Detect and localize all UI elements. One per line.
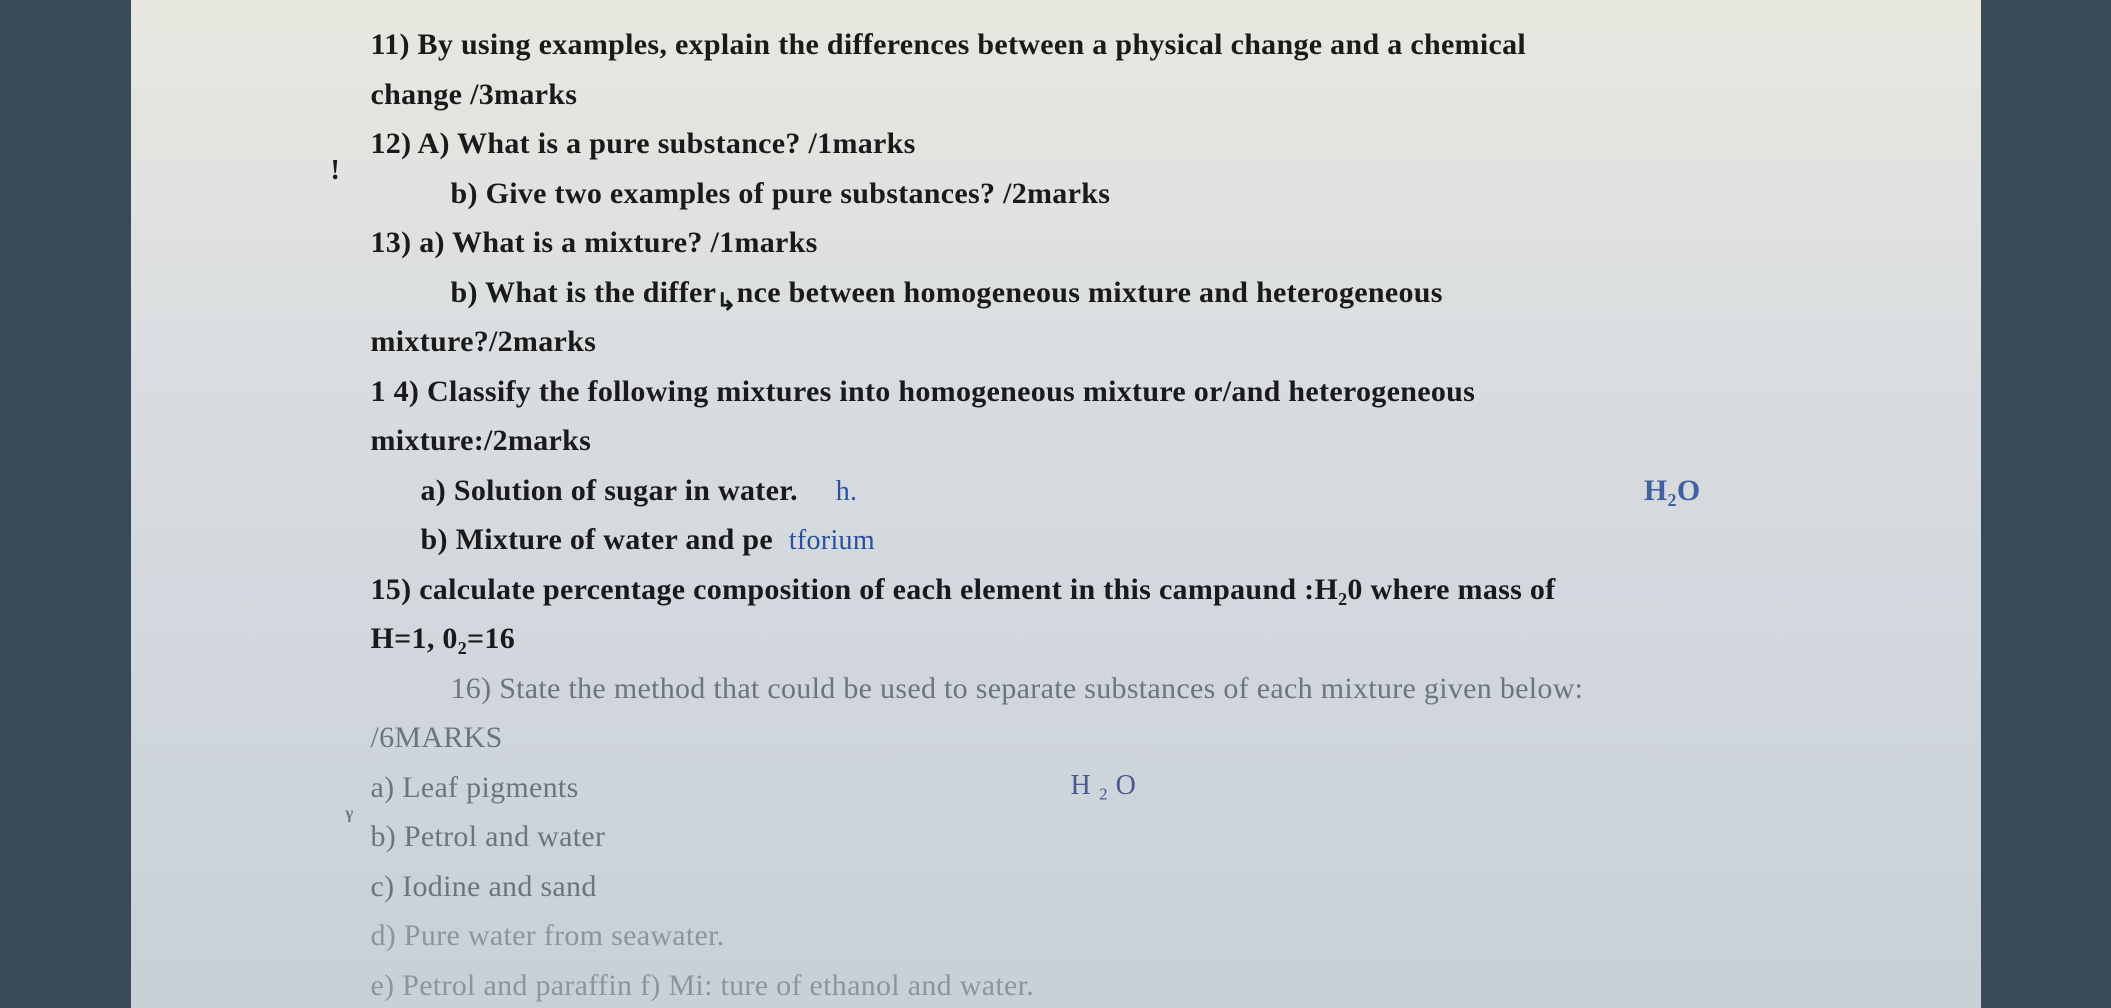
q14-line1: 1 4) Classify the following mixtures int… bbox=[371, 367, 1901, 417]
q13-b-part2: nce between homogeneous mixture and hete… bbox=[737, 276, 1443, 309]
q14-b: b) Mixture of water and pe tforium bbox=[371, 515, 1901, 565]
q16-e: e) Petrol and paraffin f) Mi: ture of et… bbox=[371, 961, 1901, 1008]
margin-mark-2: ᵧ bbox=[346, 792, 354, 824]
q16-line1: 16) State the method that could be used … bbox=[371, 664, 1901, 714]
margin-mark-1: ! bbox=[331, 155, 340, 187]
q16-c: c) Iodine and sand bbox=[371, 862, 1901, 912]
q12-a: 12) A) What is a pure substance? /1marks bbox=[371, 119, 1901, 169]
q14-b-handwriting: tforium bbox=[789, 525, 875, 556]
q14-a-text: a) Solution of sugar in water. bbox=[421, 474, 798, 507]
q14-line2: mixture:/2marks bbox=[371, 416, 1901, 466]
q15-line2: H=1, 0₂=16 bbox=[371, 614, 1901, 664]
q16-b: b) Petrol and water bbox=[371, 812, 1901, 862]
q16-marks: /6MARKS bbox=[371, 713, 1901, 763]
q16-a: a) Leaf pigments H ₂ O bbox=[371, 763, 1901, 813]
q16-d: d) Pure water from seawater. bbox=[371, 911, 1901, 961]
q14-b-text: b) Mixture of water and pe bbox=[421, 523, 774, 556]
q15-line1: 15) calculate percentage composition of … bbox=[371, 565, 1901, 615]
q11-line1: 11) By using examples, explain the diffe… bbox=[371, 20, 1901, 70]
document-page: 11) By using examples, explain the diffe… bbox=[131, 0, 1981, 1008]
q13-line3: mixture?/2marks bbox=[371, 317, 1901, 367]
cursor-icon: ↳ bbox=[716, 284, 736, 324]
q11-line2: change /3marks bbox=[371, 70, 1901, 120]
q14-a-handwriting-1: h. bbox=[836, 476, 858, 507]
q12-b: b) Give two examples of pure substances?… bbox=[371, 169, 1901, 219]
q16-a-text: a) Leaf pigments bbox=[371, 771, 579, 804]
q14-a: a) Solution of sugar in water. h. H₂O bbox=[371, 466, 1901, 516]
q16-a-handwriting: H ₂ O bbox=[1071, 763, 1137, 809]
q13-a: 13) a) What is a mixture? /1marks bbox=[371, 218, 1901, 268]
q14-a-handwriting-2: H₂O bbox=[1644, 466, 1701, 516]
q13-b: b) What is the differ↳nce between homoge… bbox=[371, 268, 1901, 318]
q13-b-part1: b) What is the differ bbox=[451, 276, 717, 309]
